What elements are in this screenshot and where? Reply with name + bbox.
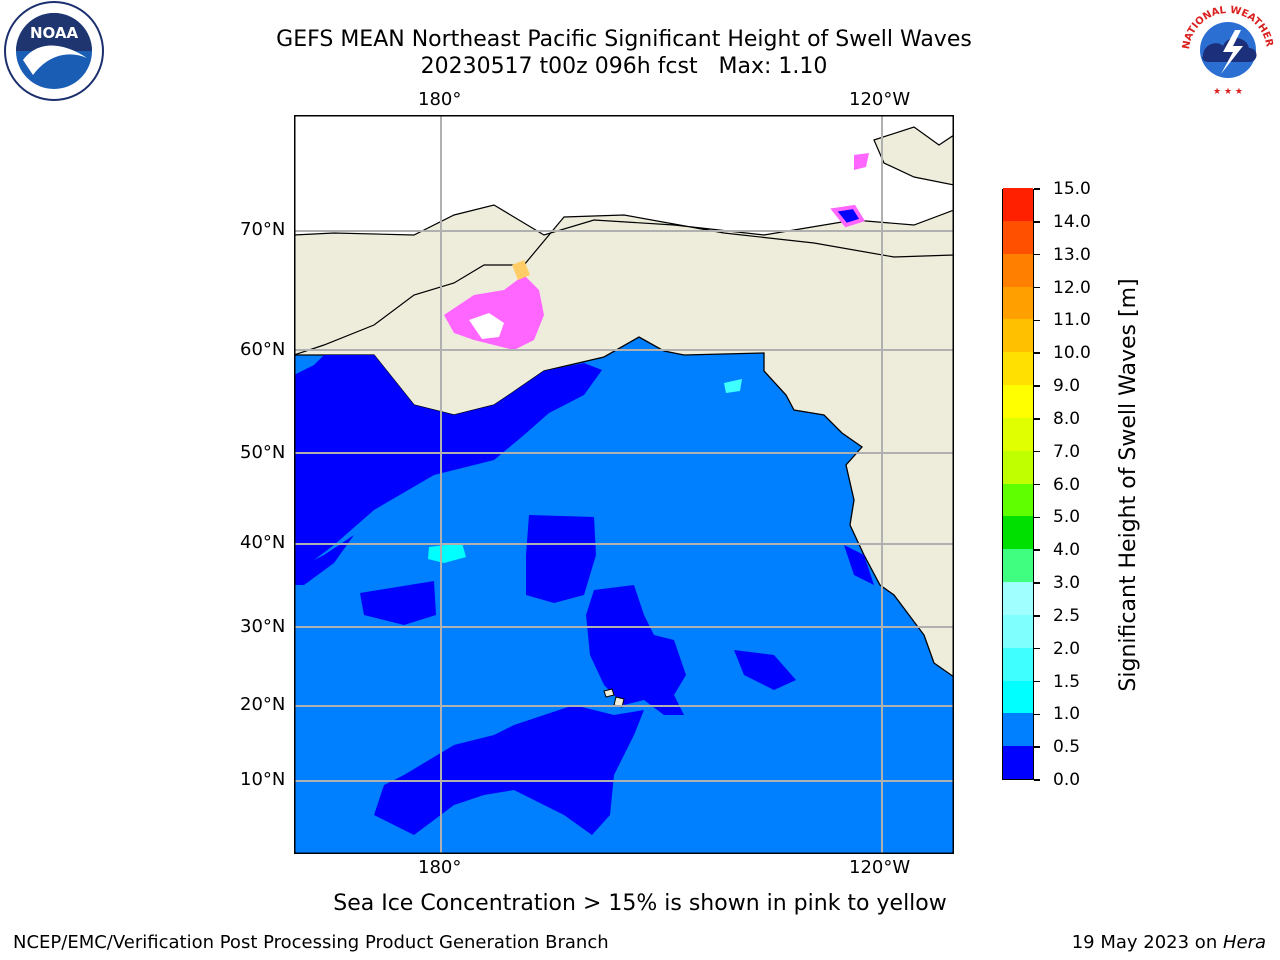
colorbar-segment bbox=[1003, 581, 1033, 615]
graticule bbox=[294, 115, 954, 854]
footer-date-text: 19 May 2023 on bbox=[1071, 932, 1223, 953]
colorbar-tick-mark bbox=[1034, 516, 1040, 519]
colorbar-tick-mark bbox=[1034, 483, 1040, 486]
ocean-swell-0-0.5 bbox=[294, 355, 602, 575]
colorbar-segment bbox=[1003, 746, 1033, 779]
colorbar-tick-label: 0.0 bbox=[1053, 770, 1081, 790]
colorbar-tick-mark bbox=[1034, 615, 1040, 617]
sea-ice-caption: Sea Ice Concentration > 15% is shown in … bbox=[333, 891, 947, 916]
colorbar-tick-mark bbox=[1034, 779, 1040, 781]
colorbar-tick-label: 14.0 bbox=[1053, 211, 1091, 232]
colorbar-tick-label: 6.0 bbox=[1053, 474, 1081, 495]
arctic-coast bbox=[294, 204, 954, 356]
colorbar-segment bbox=[1003, 220, 1033, 254]
arctic-area bbox=[294, 115, 954, 235]
colorbar-tick-mark bbox=[1034, 549, 1040, 551]
lat-label-60n: 60°N bbox=[240, 339, 286, 360]
colorbar-tick-label: 0.5 bbox=[1053, 737, 1081, 758]
colorbar-segment bbox=[1003, 647, 1033, 681]
lat-label-30n: 30°N bbox=[240, 616, 286, 637]
colorbar-label: Significant Height of Swell Waves [m] bbox=[1116, 278, 1141, 692]
footer-date: 19 May 2023 on Hera bbox=[1072, 932, 1266, 954]
colorbar-tick-mark bbox=[1034, 352, 1040, 354]
noaa-logo-text: NOAA bbox=[30, 24, 79, 42]
nws-logo-icon: NATIONAL WEATHER SERVICE ★ ★ ★ bbox=[1173, 0, 1279, 102]
sea-ice-pink bbox=[444, 275, 544, 350]
colorbar-segment bbox=[1003, 450, 1033, 484]
colorbar-tick-mark bbox=[1034, 680, 1040, 683]
colorbar-segment bbox=[1003, 483, 1033, 517]
colorbar-tick-mark bbox=[1034, 418, 1040, 420]
colorbar-segment bbox=[1003, 549, 1033, 582]
colorbar-segment bbox=[1003, 253, 1033, 287]
lat-label-20n: 20°N bbox=[240, 694, 286, 715]
colorbar-tick-label: 2.0 bbox=[1053, 638, 1081, 659]
chart-title-line-1: GEFS MEAN Northeast Pacific Significant … bbox=[276, 27, 972, 52]
colorbar-tick-mark bbox=[1034, 286, 1040, 289]
colorbar-segment bbox=[1003, 516, 1033, 550]
colorbar-tick-label: 1.0 bbox=[1053, 704, 1081, 725]
colorbar-segment bbox=[1003, 352, 1033, 385]
colorbar-tick-mark bbox=[1034, 746, 1040, 748]
lon-label-bottom-180: 180° bbox=[418, 857, 462, 878]
colorbar-segment bbox=[1003, 713, 1033, 747]
map-frame bbox=[294, 115, 954, 854]
colorbar-tick-mark bbox=[1034, 647, 1040, 650]
colorbar-segment bbox=[1003, 187, 1033, 221]
colorbar-tick-label: 7.0 bbox=[1053, 441, 1081, 462]
colorbar-tick-mark bbox=[1034, 319, 1040, 322]
colorbar-tick-label: 13.0 bbox=[1053, 244, 1091, 265]
footer-host: Hera bbox=[1222, 932, 1266, 953]
colorbar-tick-label: 12.0 bbox=[1053, 277, 1091, 298]
colorbar-tick-label: 1.5 bbox=[1053, 671, 1081, 692]
colorbar-segment bbox=[1003, 417, 1033, 451]
colorbar-tick-label: 11.0 bbox=[1053, 310, 1091, 331]
ocean-swell-1.0-1.5 bbox=[428, 543, 466, 563]
colorbar-segment bbox=[1003, 384, 1033, 418]
colorbar-segment bbox=[1003, 680, 1033, 714]
colorbar-tick-label: 9.0 bbox=[1053, 376, 1081, 396]
svg-text:★ ★ ★: ★ ★ ★ bbox=[1213, 87, 1243, 97]
colorbar-tick-label: 2.5 bbox=[1053, 605, 1081, 626]
lat-label-10n: 10°N bbox=[240, 769, 286, 790]
colorbar-tick-label: 15.0 bbox=[1053, 179, 1091, 199]
lat-label-70n: 70°N bbox=[240, 219, 286, 240]
colorbar-tick-mark bbox=[1034, 385, 1040, 387]
colorbar-tick-mark bbox=[1034, 253, 1040, 256]
colorbar-tick-label: 5.0 bbox=[1053, 507, 1081, 528]
colorbar-tick-label: 10.0 bbox=[1053, 343, 1091, 364]
lat-label-40n: 40°N bbox=[240, 532, 286, 553]
colorbar-tick-mark bbox=[1034, 713, 1040, 716]
map-panel bbox=[294, 115, 954, 854]
colorbar-segment bbox=[1003, 319, 1033, 353]
colorbar-tick-mark bbox=[1034, 582, 1040, 584]
colorbar-tick-mark bbox=[1034, 188, 1040, 190]
colorbar-tick-label: 3.0 bbox=[1053, 573, 1081, 593]
colorbar-segment bbox=[1003, 614, 1033, 648]
lat-label-50n: 50°N bbox=[240, 442, 286, 463]
chart-title-line-2: 20230517 t00z 096h fcst Max: 1.10 bbox=[420, 54, 828, 79]
lon-label-top-120w: 120°W bbox=[849, 89, 911, 110]
colorbar-tick-label: 4.0 bbox=[1053, 540, 1081, 561]
colorbar-tick-mark bbox=[1034, 221, 1040, 223]
footer-credit: NCEP/EMC/Verification Post Processing Pr… bbox=[13, 932, 609, 953]
colorbar-tick-label: 8.0 bbox=[1053, 408, 1081, 429]
noaa-logo-icon: NOAA bbox=[3, 0, 105, 102]
lon-label-bottom-120w: 120°W bbox=[849, 857, 911, 878]
colorbar-tick-mark bbox=[1034, 450, 1040, 453]
colorbar-segment bbox=[1003, 286, 1033, 320]
lon-label-top-180: 180° bbox=[418, 89, 462, 110]
colorbar bbox=[1002, 187, 1034, 780]
